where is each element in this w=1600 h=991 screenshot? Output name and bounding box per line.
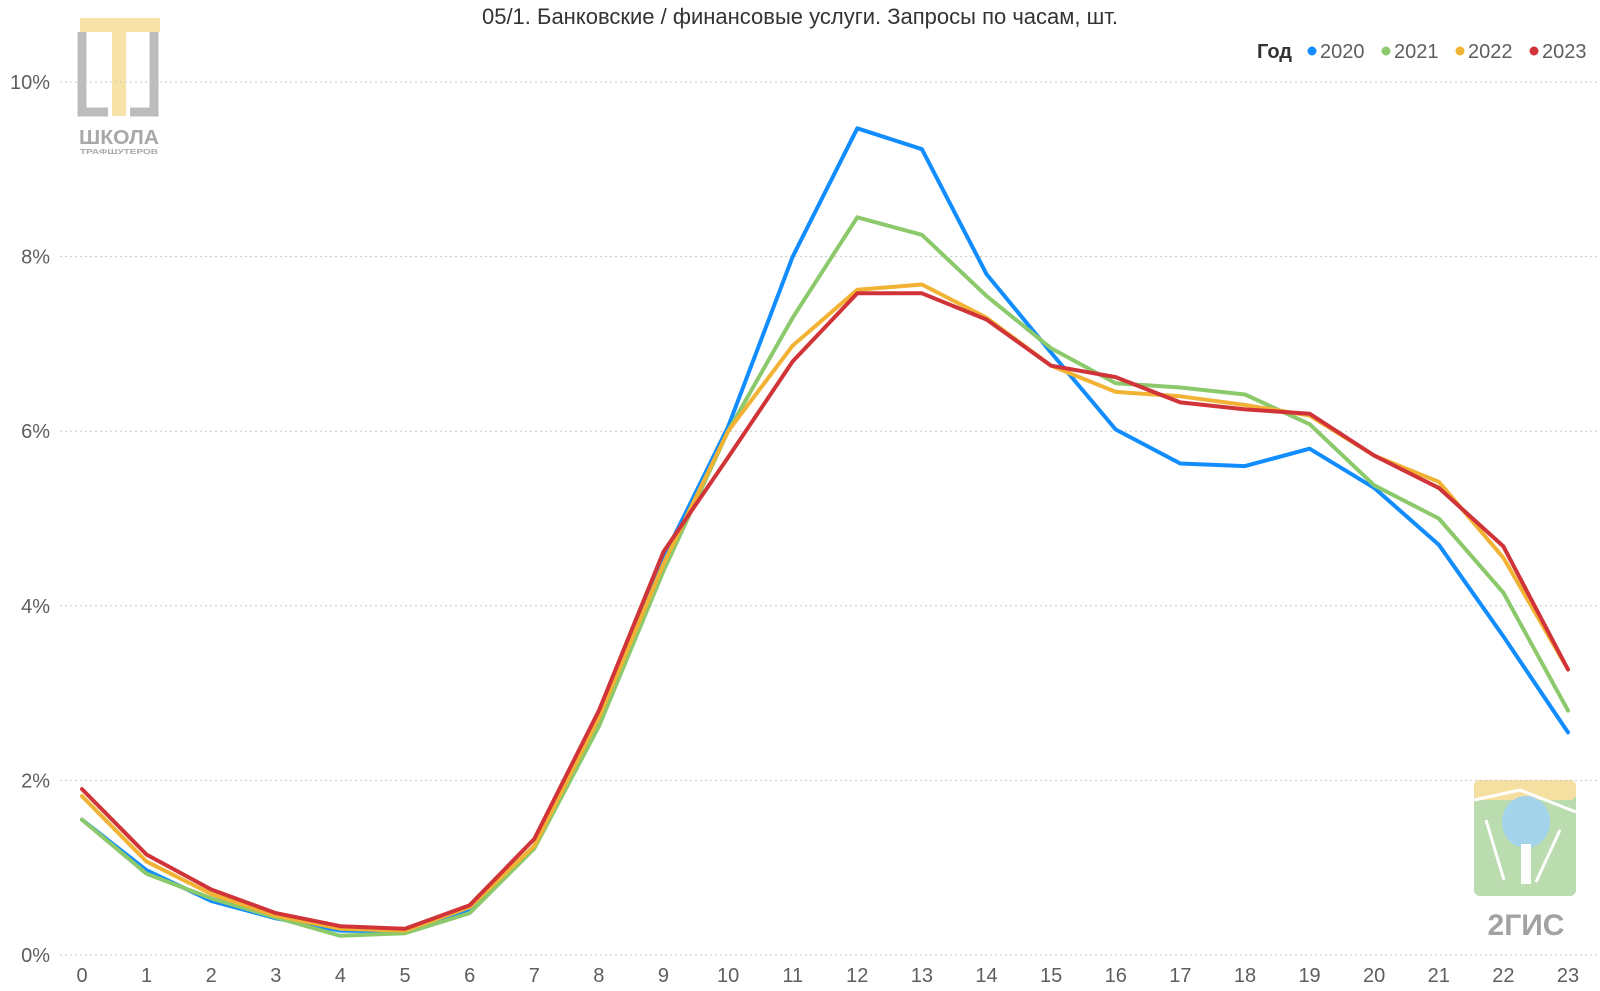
legend-marker-2022 (1455, 46, 1465, 56)
x-tick-label: 4 (335, 965, 346, 987)
x-tick-label: 7 (529, 965, 540, 987)
legend-title: Год (1257, 41, 1292, 63)
series-line-2020 (80, 126, 1570, 934)
x-tick-label: 5 (399, 965, 410, 987)
x-tick-label: 13 (911, 965, 933, 987)
x-tick-label: 2 (206, 965, 217, 987)
school-logo-text: ШКОЛА (79, 127, 159, 149)
y-tick-label: 0% (21, 945, 50, 967)
x-axis: 0 1 2 3 4 5 6 7 8 9 10 11 12 13 14 15 16 17 18 19 20 21 22 23 (76, 965, 1579, 987)
x-tick-label: 6 (464, 965, 475, 987)
gridlines (60, 81, 1598, 956)
x-tick-label: 16 (1105, 965, 1127, 987)
y-tick-label: 2% (21, 770, 50, 792)
y-axis: 0% 2% 4% 6% 8% 10% (10, 72, 50, 967)
x-tick-label: 8 (593, 965, 604, 987)
x-tick-label: 10 (717, 965, 739, 987)
chart-title: 05/1. Банковские / финансовые услуги. За… (482, 4, 1118, 29)
legend: Год 2020 2021 2022 2023 (1257, 41, 1587, 63)
x-tick-label: 0 (76, 965, 87, 987)
x-tick-label: 15 (1040, 965, 1062, 987)
x-tick-label: 18 (1234, 965, 1256, 987)
x-tick-label: 3 (270, 965, 281, 987)
legend-marker-2023 (1529, 46, 1539, 56)
legend-label-2022: 2022 (1468, 41, 1513, 63)
x-tick-label: 12 (846, 965, 868, 987)
series-line-2021 (80, 215, 1570, 938)
school-logo: ШКОЛА ТРАФШУТЕРОВ (77, 18, 160, 156)
gis-logo: 2ГИС (1473, 780, 1577, 942)
x-tick-label: 1 (141, 965, 152, 987)
y-tick-label: 10% (10, 72, 50, 94)
y-tick-label: 4% (21, 596, 50, 618)
school-logo-subtext: ТРАФШУТЕРОВ (80, 149, 158, 156)
legend-marker-2020 (1307, 46, 1317, 56)
y-tick-label: 6% (21, 421, 50, 443)
x-tick-label: 20 (1363, 965, 1385, 987)
x-tick-label: 22 (1492, 965, 1514, 987)
gis-logo-text: 2ГИС (1488, 909, 1565, 942)
x-tick-label: 11 (782, 965, 803, 987)
legend-marker-2021 (1381, 46, 1391, 56)
y-tick-label: 8% (21, 247, 50, 269)
x-tick-label: 19 (1298, 965, 1320, 987)
legend-label-2023: 2023 (1542, 41, 1587, 63)
x-tick-label: 23 (1557, 965, 1579, 987)
x-tick-label: 9 (658, 965, 669, 987)
legend-label-2021: 2021 (1394, 41, 1439, 63)
x-tick-label: 17 (1169, 965, 1191, 987)
x-tick-label: 14 (975, 965, 997, 987)
series-line-2022 (80, 282, 1570, 933)
series-line-2023 (80, 291, 1570, 931)
series-lines (80, 126, 1570, 938)
legend-label-2020: 2020 (1320, 41, 1365, 63)
x-tick-label: 21 (1428, 965, 1450, 987)
